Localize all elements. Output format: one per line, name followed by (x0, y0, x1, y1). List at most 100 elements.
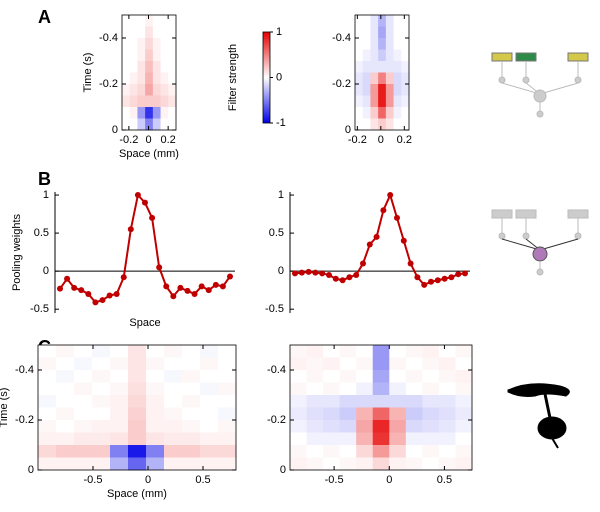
heatmap-cell (378, 84, 387, 96)
heatmap-cell (128, 357, 147, 371)
heatmap-cell (74, 407, 93, 421)
heatmap-cell (385, 95, 394, 108)
heatmap-cell (378, 26, 387, 39)
heatmap-cell (438, 407, 456, 421)
heatmap-cell (455, 395, 473, 408)
heatmap-cell (385, 107, 394, 119)
y-tick-label: -0.2 (99, 78, 118, 90)
heatmap-cell (122, 107, 131, 119)
heatmap-cell (339, 432, 357, 446)
heatmap-cell (38, 395, 57, 408)
data-point (366, 241, 373, 248)
data-point (394, 214, 400, 221)
heatmap-cell (422, 445, 440, 458)
heatmap-cell (306, 357, 324, 371)
heatmap-cell (146, 432, 165, 446)
heatmap-cell (355, 84, 364, 96)
data-point (106, 292, 113, 299)
heatmap-cell (306, 457, 324, 471)
heatmap-cell (405, 357, 423, 371)
heatmap-cell (401, 118, 410, 131)
heatmap-cell (56, 357, 75, 371)
heatmap-cell (362, 26, 371, 39)
heatmap-cell (164, 457, 183, 471)
heatmap-cell (290, 395, 307, 408)
heatmap-cell (200, 407, 219, 421)
heatmap-cell (438, 457, 456, 471)
heatmap-cell (164, 370, 183, 383)
heatmap-cell (74, 395, 93, 408)
heatmap-cell (200, 432, 219, 446)
heatmap-cell (122, 15, 131, 27)
heatmap-cell (74, 432, 93, 446)
colorbar (262, 31, 271, 124)
y-tick-label: -0.2 (15, 414, 34, 426)
data-point (205, 287, 212, 294)
y-tick-label: -0.5 (30, 303, 49, 315)
heatmap-cell (160, 84, 169, 96)
heatmap-cell (290, 420, 307, 433)
heatmap-cell (168, 26, 177, 39)
x-tick-label: 0.2 (160, 134, 175, 146)
heatmap-cell (422, 345, 440, 358)
heatmap-cell (74, 345, 93, 358)
heatmap-cell (306, 382, 324, 396)
heatmap-cell (362, 107, 371, 119)
data-point (373, 233, 380, 240)
heatmap-cell (422, 420, 440, 433)
heatmap-cell (362, 95, 371, 108)
heatmap-cell (362, 38, 371, 50)
heatmap-cell (160, 26, 169, 39)
data-point (198, 283, 205, 290)
heatmap-cell (152, 72, 161, 85)
heatmap-cell (218, 445, 237, 458)
heatmap-cell (200, 357, 219, 371)
heatmap-cell (145, 15, 154, 27)
heatmap-cell (356, 382, 374, 396)
heatmap-cell (389, 420, 407, 433)
heatmap-cell (378, 15, 387, 27)
heatmap-cell (110, 432, 129, 446)
data-point (78, 287, 85, 294)
heatmap-cell (339, 357, 357, 371)
data-point (332, 275, 339, 282)
heatmap-cell (290, 357, 307, 371)
data-point (163, 283, 170, 290)
heatmap-cell (182, 395, 201, 408)
heatmap-cell (218, 395, 237, 408)
axes-frame (37, 344, 237, 471)
heatmap-cell (339, 395, 357, 408)
heatmap-cell (405, 370, 423, 383)
heatmap-cell (92, 445, 111, 458)
heatmap-cell (146, 407, 165, 421)
heatmap-cell (218, 357, 237, 371)
heatmap-cell (405, 345, 423, 358)
heatmap-cell (218, 407, 237, 421)
heatmap-cell (455, 407, 473, 421)
heatmap-cell (110, 370, 129, 383)
heatmap-cell (422, 432, 440, 446)
data-point (455, 271, 462, 278)
heatmap-cell (218, 432, 237, 446)
panel-label: A (38, 7, 51, 27)
data-point (462, 270, 468, 277)
heatmap-cell (401, 61, 410, 73)
heatmap-cell (401, 49, 410, 62)
heatmap-cell (355, 15, 364, 27)
heatmap-cell (168, 107, 177, 119)
heatmap-cell (129, 118, 138, 131)
data-point (149, 214, 156, 221)
heatmap-cell (129, 84, 138, 96)
heatmap-cell (378, 72, 387, 85)
data-point (339, 277, 346, 284)
heatmap-cell (137, 15, 146, 27)
heatmap-cell (323, 395, 341, 408)
heatmap-cell (110, 457, 129, 471)
data-point (434, 277, 441, 284)
heatmap-cell (152, 118, 161, 131)
heatmap-cell (370, 118, 379, 131)
heatmap-cell (438, 432, 456, 446)
heatmap-cell (372, 382, 390, 396)
heatmap-cell (129, 26, 138, 39)
heatmap-cell (370, 107, 379, 119)
